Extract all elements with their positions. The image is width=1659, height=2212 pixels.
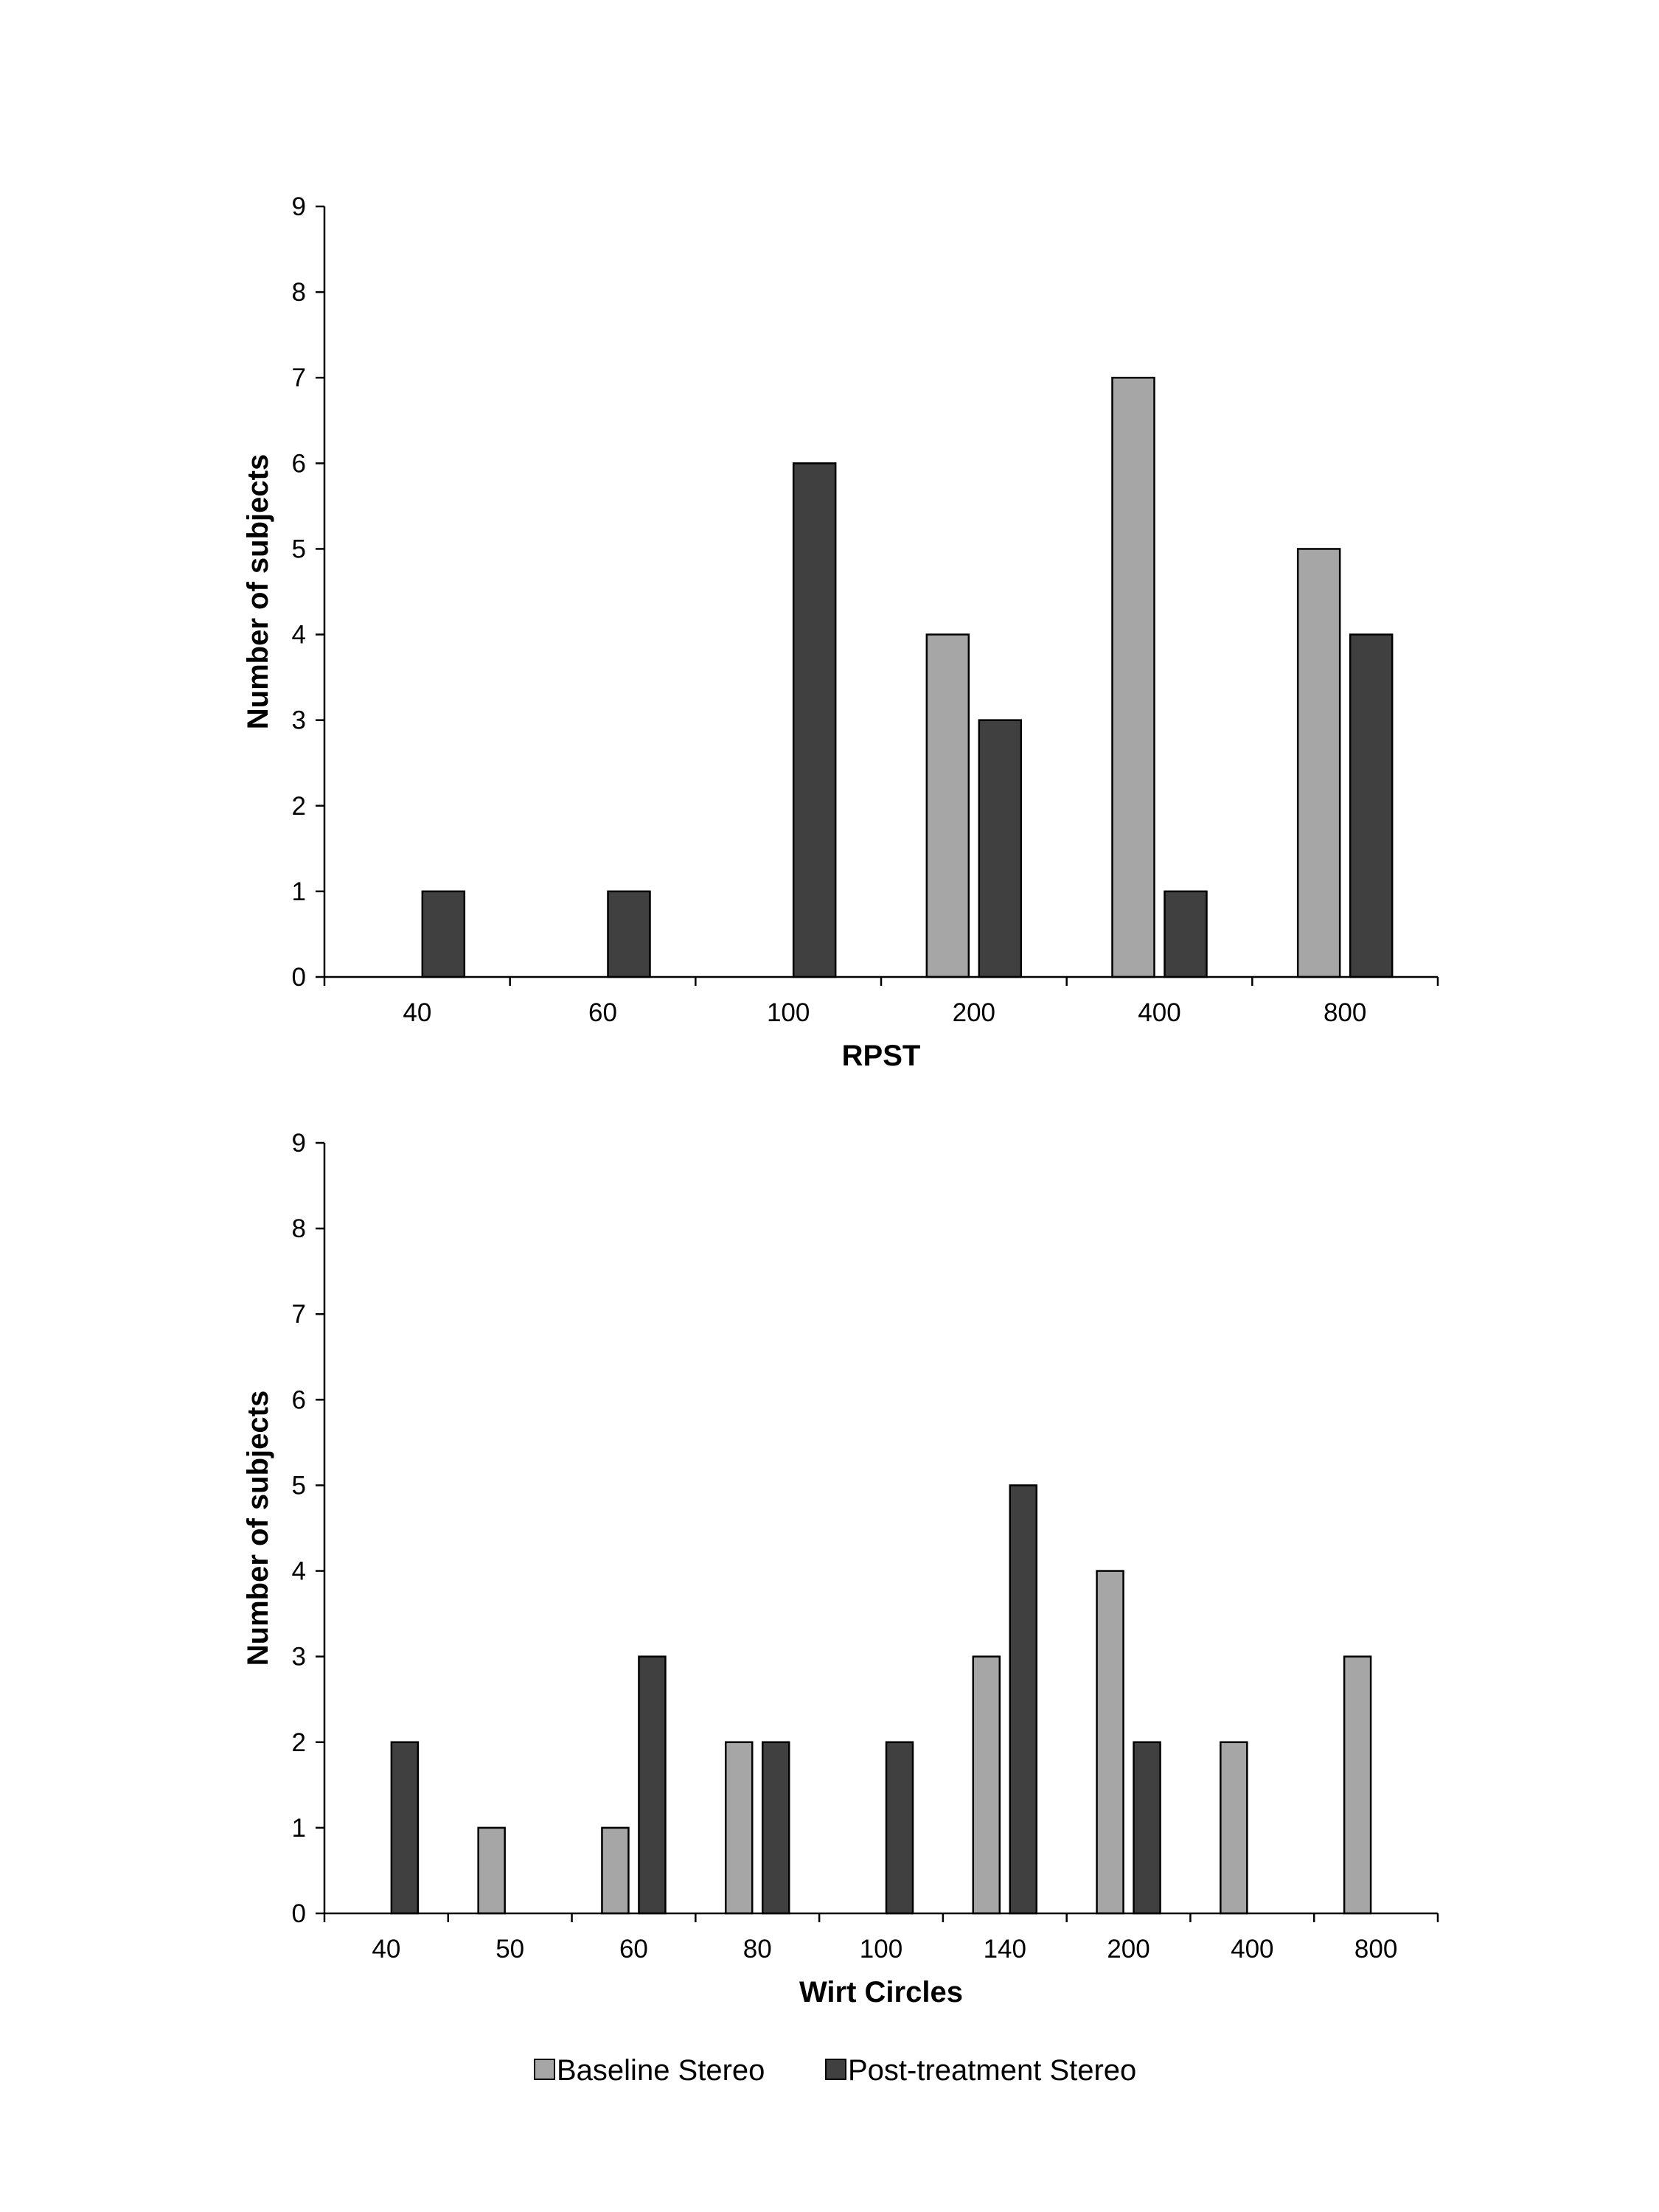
legend-swatch-baseline <box>534 2059 555 2080</box>
bar-baseline-60 <box>601 1826 630 1915</box>
chart-wirt-circles: 0 1 2 3 4 5 6 7 8 9 40 50 60 80 100 140 200 400 800 Wirt Ci… <box>242 1129 1439 2008</box>
x-tick-label-100: 100 <box>767 998 810 1027</box>
bar-post-200 <box>1133 1741 1161 1915</box>
bar-post-400 <box>1164 890 1208 978</box>
x-axis-title: RPST <box>842 1040 921 1072</box>
y-tick-label-8: 8 <box>292 278 306 307</box>
x-tick-label-100: 100 <box>860 1935 902 1964</box>
y-tick-label-2: 2 <box>292 1728 306 1757</box>
bar-baseline-50 <box>477 1826 506 1915</box>
y-tick-label-6: 6 <box>292 1385 306 1414</box>
bar-baseline-200 <box>925 633 970 978</box>
x-tick-label-200: 200 <box>953 998 995 1027</box>
y-tick-label-0: 0 <box>292 1899 306 1928</box>
legend-label-post: Post-treatment Stereo <box>848 2054 1136 2087</box>
bar-baseline-200 <box>1096 1570 1124 1915</box>
y-tick-label-6: 6 <box>292 449 306 478</box>
bar-post-40 <box>421 890 466 978</box>
x-tick-label-800: 800 <box>1324 998 1366 1027</box>
y-tick-label-9: 9 <box>292 192 306 221</box>
x-tick-label-800: 800 <box>1354 1935 1397 1964</box>
y-tick-label-3: 3 <box>292 1643 306 1672</box>
bar-baseline-400 <box>1111 376 1155 978</box>
y-axis-title: Number of subjects <box>242 1391 274 1666</box>
y-tick-label-5: 5 <box>292 535 306 563</box>
x-tick-label-200: 200 <box>1107 1935 1150 1964</box>
x-tick-label-40: 40 <box>403 998 431 1027</box>
y-tick-label-1: 1 <box>292 1814 306 1843</box>
bar-post-140 <box>1009 1484 1038 1915</box>
x-tick-label-400: 400 <box>1138 998 1180 1027</box>
x-tick-label-80: 80 <box>743 1935 772 1964</box>
y-tick-label-3: 3 <box>292 706 306 735</box>
bar-post-80 <box>761 1741 790 1915</box>
legend-label-baseline: Baseline Stereo <box>557 2054 765 2087</box>
y-tick-label-2: 2 <box>292 792 306 821</box>
y-tick-label-9: 9 <box>292 1129 306 1158</box>
bar-post-60 <box>607 890 651 978</box>
bar-post-40 <box>390 1741 420 1915</box>
y-tick-label-0: 0 <box>292 963 306 992</box>
x-tick-label-140: 140 <box>984 1935 1026 1964</box>
y-tick-label-4: 4 <box>292 621 306 650</box>
chart-rpst: 0 1 2 3 4 5 6 7 8 9 40 60 100 200 400 800 RPST Number of … <box>242 192 1439 1072</box>
bar-post-100 <box>792 462 837 978</box>
x-tick-label-60: 60 <box>588 998 617 1027</box>
legend: Baseline Stereo Post-treatment Stereo <box>534 2054 1136 2087</box>
y-tick-label-1: 1 <box>292 877 306 906</box>
bar-post-200 <box>978 719 1023 978</box>
bar-baseline-800 <box>1343 1655 1372 1915</box>
y-tick-label-7: 7 <box>292 364 306 392</box>
y-axis-title: Number of subjects <box>242 454 274 729</box>
y-tick-label-7: 7 <box>292 1300 306 1329</box>
x-tick-label-60: 60 <box>619 1935 648 1964</box>
y-tick-label-5: 5 <box>292 1471 306 1500</box>
x-tick-label-400: 400 <box>1231 1935 1273 1964</box>
x-axis-title: Wirt Circles <box>799 1976 963 2008</box>
bar-baseline-400 <box>1220 1741 1248 1915</box>
bar-baseline-80 <box>724 1741 754 1915</box>
x-tick-label-50: 50 <box>495 1935 524 1964</box>
legend-swatch-post <box>825 2059 846 2080</box>
y-tick-label-8: 8 <box>292 1214 306 1243</box>
y-tick-label-4: 4 <box>292 1557 306 1586</box>
bar-baseline-140 <box>972 1655 1001 1915</box>
bar-post-60 <box>638 1655 667 1915</box>
bar-post-800 <box>1349 633 1394 978</box>
x-tick-label-40: 40 <box>372 1935 400 1964</box>
bar-baseline-800 <box>1296 548 1341 978</box>
bar-post-100 <box>885 1741 914 1915</box>
